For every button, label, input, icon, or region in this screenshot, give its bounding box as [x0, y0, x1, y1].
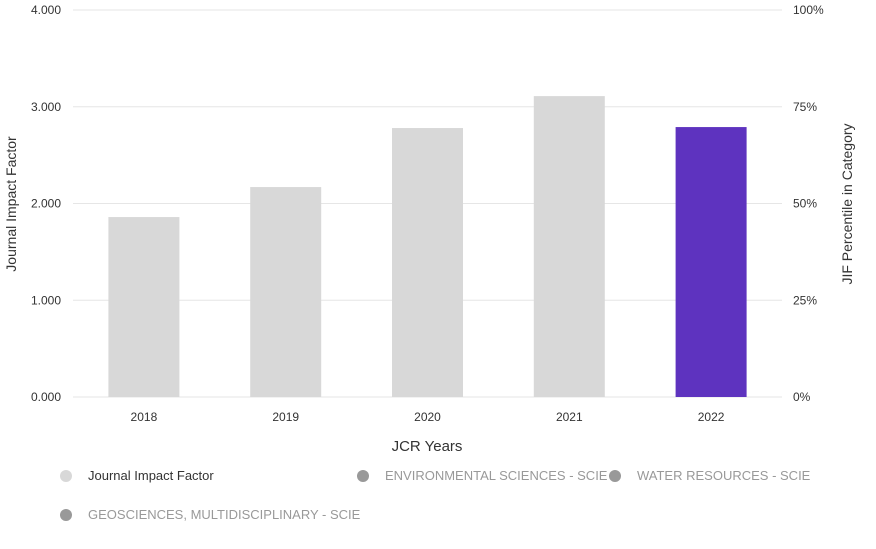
bar-2022[interactable]	[675, 127, 747, 397]
y2-tick-label: 0%	[793, 390, 811, 404]
y2-axis-ticks: 0% 25% 50% 75% 100%	[793, 3, 824, 404]
y-tick-label: 3.000	[31, 100, 61, 114]
legend-marker-icon	[357, 469, 369, 482]
bar-2018[interactable]	[108, 217, 180, 397]
y-axis-ticks: 0.000 1.000 2.000 3.000 4.000	[31, 3, 61, 404]
legend-item-water-resources[interactable]: WATER RESOURCES - SCIE	[609, 468, 810, 483]
legend-label: ENVIRONMENTAL SCIENCES - SCIE	[385, 468, 608, 483]
legend-marker-icon	[60, 508, 72, 521]
y2-tick-label: 50%	[793, 197, 817, 211]
bars	[108, 96, 747, 398]
y-tick-label: 0.000	[31, 390, 61, 404]
legend-marker-icon	[60, 469, 72, 482]
legend-item-environmental-sciences[interactable]: ENVIRONMENTAL SCIENCES - SCIE	[357, 468, 607, 483]
y-axis-title: Journal Impact Factor	[3, 136, 19, 272]
y2-tick-label: 75%	[793, 100, 817, 114]
y-tick-label: 1.000	[31, 293, 61, 307]
y-tick-label: 2.000	[31, 197, 61, 211]
legend-label: GEOSCIENCES, MULTIDISCIPLINARY - SCIE	[88, 507, 361, 522]
x-tick-label: 2019	[272, 410, 299, 424]
x-tick-label: 2020	[414, 410, 441, 424]
x-tick-label: 2021	[556, 410, 583, 424]
legend-label: Journal Impact Factor	[88, 468, 214, 483]
legend-item-journal-impact-factor[interactable]: Journal Impact Factor	[60, 468, 214, 483]
x-axis-title: JCR Years	[392, 438, 463, 455]
y2-tick-label: 100%	[793, 3, 824, 17]
bar-2020[interactable]	[392, 128, 463, 397]
legend-marker-icon	[609, 469, 621, 482]
legend-item-geosciences-multidisciplinary[interactable]: GEOSCIENCES, MULTIDISCIPLINARY - SCIE	[60, 507, 360, 522]
x-axis-ticks: 2018 2019 2020 2021 2022	[131, 410, 725, 424]
x-tick-label: 2018	[131, 410, 158, 424]
bar-2019[interactable]	[250, 187, 322, 397]
legend-label: WATER RESOURCES - SCIE	[637, 468, 811, 483]
x-tick-label: 2022	[698, 410, 725, 424]
y2-tick-label: 25%	[793, 293, 817, 307]
bar-2021[interactable]	[533, 96, 605, 398]
y-tick-label: 4.000	[31, 3, 61, 17]
y2-axis-title: JIF Percentile in Category	[839, 123, 855, 284]
